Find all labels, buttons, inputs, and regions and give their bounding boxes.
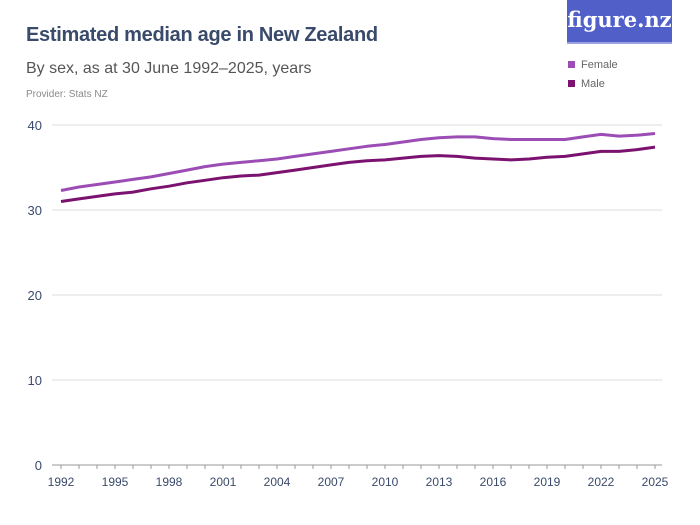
legend: Female Male xyxy=(568,55,618,93)
chart-title: Estimated median age in New Zealand xyxy=(26,24,378,46)
x-tick-label: 2025 xyxy=(642,475,669,489)
legend-label-female: Female xyxy=(581,58,618,71)
x-tick-label: 1995 xyxy=(102,475,129,489)
x-tick-label: 2007 xyxy=(318,475,345,489)
x-tick-label: 2001 xyxy=(210,475,237,489)
legend-swatch-male xyxy=(568,80,575,87)
legend-item-male: Male xyxy=(568,74,618,93)
figure-nz-logo[interactable]: figure.nz xyxy=(567,0,672,44)
x-tick-label: 1992 xyxy=(48,475,75,489)
legend-item-female: Female xyxy=(568,55,618,74)
series-line-male xyxy=(60,145,656,203)
x-tick-label: 2022 xyxy=(588,475,615,489)
legend-swatch-female xyxy=(568,61,575,68)
x-tick-label: 2010 xyxy=(372,475,399,489)
y-tick-label: 0 xyxy=(35,458,42,473)
y-tick-label: 30 xyxy=(28,203,42,218)
y-tick-label: 40 xyxy=(28,118,42,133)
x-tick-label: 1998 xyxy=(156,475,183,489)
x-tick-label: 2019 xyxy=(534,475,561,489)
legend-label-male: Male xyxy=(581,77,605,90)
x-tick-label: 2013 xyxy=(426,475,453,489)
chart-subtitle: By sex, as at 30 June 1992–2025, years xyxy=(26,60,312,77)
provider-label: Provider: Stats NZ xyxy=(26,89,108,100)
series-line-female xyxy=(60,132,656,192)
x-tick-label: 2004 xyxy=(264,475,291,489)
x-tick-label: 2016 xyxy=(480,475,507,489)
y-tick-label: 10 xyxy=(28,373,42,388)
y-tick-label: 20 xyxy=(28,288,42,303)
